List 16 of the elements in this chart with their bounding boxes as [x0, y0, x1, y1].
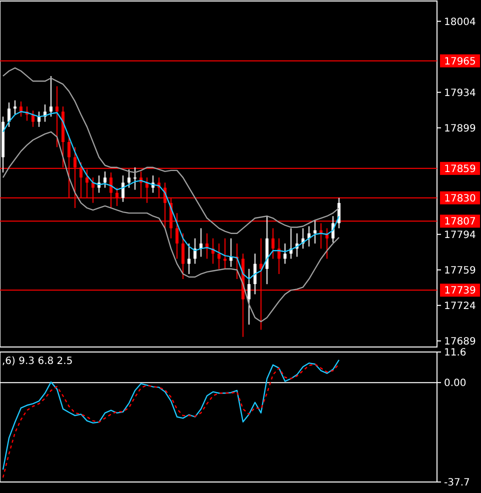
y-tick-label: -37.7: [444, 478, 470, 488]
y-tick-label: 0.00: [444, 378, 466, 390]
y-tick-label: 17689: [444, 336, 476, 348]
y-tick-label: 17934: [444, 88, 476, 99]
chart-title: ,6) 9.3 6.8 2.5: [2, 356, 73, 367]
y-tick-label: 17899: [444, 123, 476, 134]
y-tick-label: 11.6: [444, 348, 466, 358]
ref-line-label: 17859: [444, 164, 476, 175]
y-tick-label: 17794: [444, 230, 476, 241]
ref-line-label: 17739: [444, 286, 476, 297]
y-tick-label: 18004: [444, 16, 476, 28]
y-tick-label: 17759: [444, 265, 476, 276]
ref-line-label: 17965: [444, 56, 476, 68]
ref-line-label: 17807: [444, 216, 476, 228]
ref-line-label: 17830: [444, 193, 476, 204]
y-tick-label: 17724: [444, 300, 476, 312]
